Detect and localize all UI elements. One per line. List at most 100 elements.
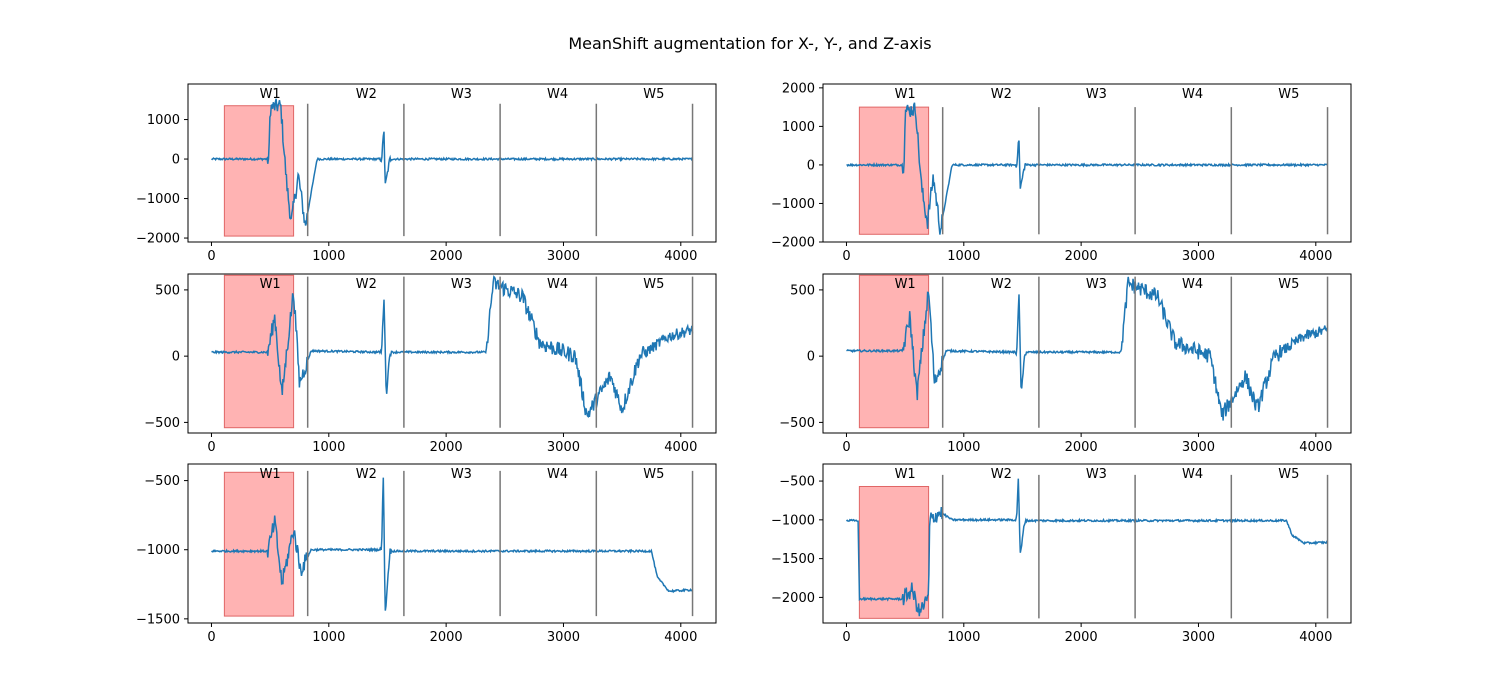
subplot-grid: W1 W2 W3 W4 W5 0 1000 2000 3000 4000 −2000 −1000 0 10… (136, 81, 1352, 645)
y-tick-label: 0 (172, 153, 180, 168)
axes-frame (187, 273, 717, 434)
x-tick-label: 1000 (947, 630, 980, 645)
x-tick-label: 0 (207, 630, 215, 645)
window-label: W2 (356, 467, 377, 482)
x-tick-label: 1000 (947, 249, 980, 264)
subplot-row1-left: W1 W2 W3 W4 W5 0 1000 2000 3000 4000 −2000 −1000 0 10… (136, 83, 717, 264)
window-label: W5 (643, 87, 664, 102)
y-tick-label: −1500 (771, 552, 815, 567)
window-label: W5 (1278, 467, 1299, 482)
signal-line (211, 275, 694, 419)
signal-line (211, 98, 693, 226)
window-label: W2 (991, 467, 1012, 482)
shaded-region (223, 274, 295, 429)
y-tick-label: −1500 (136, 612, 180, 627)
window-label: W1 (895, 277, 916, 292)
shaded-region (858, 106, 930, 235)
y-tick-label: −500 (144, 416, 180, 431)
window-label: W4 (547, 87, 568, 102)
axes-frame (822, 83, 1352, 243)
y-tick-label: 500 (790, 283, 815, 298)
window-label: W2 (356, 277, 377, 292)
window-label: W1 (895, 467, 916, 482)
window-label: W1 (895, 87, 916, 102)
x-tick-label: 3000 (547, 630, 580, 645)
window-label: W1 (260, 277, 281, 292)
x-tick-label: 1000 (312, 249, 345, 264)
window-label: W5 (1278, 277, 1299, 292)
x-tick-label: 4000 (1299, 249, 1332, 264)
y-tick-label: 500 (155, 283, 180, 298)
axes-frame (822, 463, 1352, 624)
y-tick-label: −2000 (136, 232, 180, 247)
x-tick-label: 1000 (312, 440, 345, 455)
signal-line (211, 477, 694, 611)
x-tick-label: 4000 (1299, 630, 1332, 645)
x-tick-label: 4000 (664, 440, 697, 455)
window-label: W5 (643, 467, 664, 482)
y-tick-label: −500 (779, 475, 815, 490)
y-tick-label: 0 (807, 158, 815, 173)
signal-line (846, 102, 1329, 235)
x-tick-label: 1000 (947, 440, 980, 455)
signal-line (846, 276, 1329, 421)
x-tick-label: 4000 (1299, 440, 1332, 455)
window-label: W3 (1086, 277, 1107, 292)
y-tick-label: −1000 (771, 513, 815, 528)
figure-title: MeanShift augmentation for X-, Y-, and Z… (568, 34, 931, 53)
y-tick-label: 0 (172, 350, 180, 365)
y-tick-label: 2000 (782, 81, 815, 96)
y-tick-label: −500 (779, 416, 815, 431)
y-tick-label: −500 (144, 474, 180, 489)
x-tick-label: 0 (842, 440, 850, 455)
x-tick-label: 2000 (430, 249, 463, 264)
window-label: W3 (1086, 467, 1107, 482)
x-tick-label: 2000 (430, 630, 463, 645)
x-tick-label: 0 (207, 249, 215, 264)
window-label: W4 (1182, 277, 1203, 292)
x-tick-label: 3000 (547, 249, 580, 264)
window-label: W2 (991, 87, 1012, 102)
subplot-row3-right: W1 W2 W3 W4 W5 0 1000 2000 3000 4000 −2000 −1500 −10… (771, 463, 1352, 645)
y-tick-label: 0 (807, 350, 815, 365)
window-label: W5 (1278, 87, 1299, 102)
x-tick-label: 3000 (1182, 630, 1215, 645)
window-label: W1 (260, 87, 281, 102)
window-label: W2 (356, 87, 377, 102)
y-tick-label: −1000 (136, 543, 180, 558)
window-label: W4 (1182, 467, 1203, 482)
y-tick-label: −2000 (771, 236, 815, 251)
x-tick-label: 1000 (312, 630, 345, 645)
y-tick-label: 1000 (147, 113, 180, 128)
x-tick-label: 0 (842, 630, 850, 645)
axes-frame (187, 83, 717, 243)
x-tick-label: 3000 (547, 440, 580, 455)
window-label: W4 (547, 467, 568, 482)
x-tick-label: 0 (842, 249, 850, 264)
y-tick-label: −1000 (771, 197, 815, 212)
y-tick-label: −2000 (771, 591, 815, 606)
x-tick-label: 4000 (664, 630, 697, 645)
x-tick-label: 4000 (664, 249, 697, 264)
x-tick-label: 2000 (430, 440, 463, 455)
signal-line (845, 478, 1329, 617)
axes-frame (822, 273, 1352, 434)
y-tick-label: 1000 (782, 120, 815, 135)
window-label: W3 (1086, 87, 1107, 102)
subplot-row2-left: W1 W2 W3 W4 W5 0 1000 2000 3000 4000 −500 0 500 (144, 273, 717, 455)
subplot-row3-left: W1 W2 W3 W4 W5 0 1000 2000 3000 4000 −1500 −1000 −50… (136, 463, 717, 645)
x-tick-label: 2000 (1065, 440, 1098, 455)
shaded-region (223, 471, 295, 617)
y-tick-label: −1000 (136, 192, 180, 207)
window-label: W3 (451, 277, 472, 292)
window-label: W4 (1182, 87, 1203, 102)
subplot-row2-right: W1 W2 W3 W4 W5 0 1000 2000 3000 4000 −500 0 500 (779, 273, 1352, 455)
window-label: W2 (991, 277, 1012, 292)
window-label: W3 (451, 467, 472, 482)
x-tick-label: 2000 (1065, 630, 1098, 645)
window-label: W3 (451, 87, 472, 102)
window-label: W1 (260, 467, 281, 482)
subplot-row1-right: W1 W2 W3 W4 W5 0 1000 2000 3000 4000 −2000 −1000 0 10… (771, 81, 1352, 264)
x-tick-label: 2000 (1065, 249, 1098, 264)
